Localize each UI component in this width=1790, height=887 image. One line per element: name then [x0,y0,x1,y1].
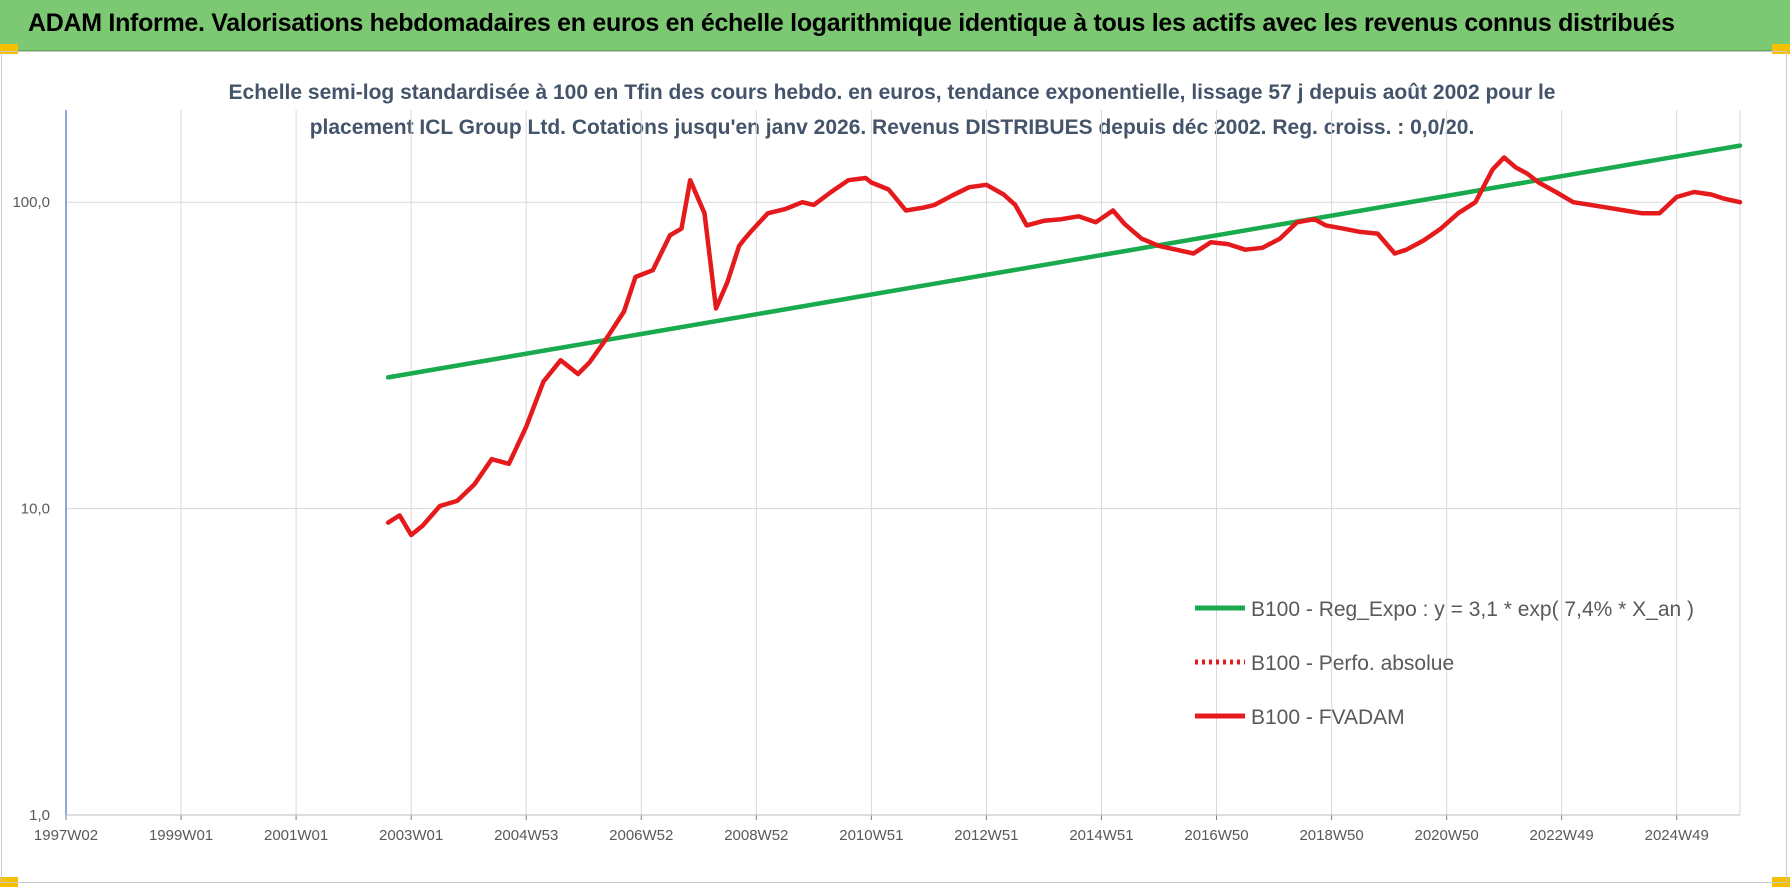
x-tick-label: 1999W01 [149,827,213,844]
corner-marker-top-right [1772,44,1790,54]
y-tick-label: 10,0 [21,501,50,518]
x-tick-label: 2010W51 [839,827,903,844]
chart-frame [1,51,1787,883]
x-tick-label: 2018W50 [1299,827,1363,844]
corner-marker-top-left [0,44,18,54]
legend-label: B100 - FVADAM [1251,706,1405,729]
x-tick-label: 2004W53 [494,827,558,844]
chart-subtitle-line-2: placement ICL Group Ltd. Cotations jusqu… [310,116,1475,139]
x-tick-label: 2006W52 [609,827,673,844]
y-tick-label: 1,0 [29,807,50,824]
x-tick-label: 2014W51 [1069,827,1133,844]
x-tick-label: 2012W51 [954,827,1018,844]
x-tick-label: 2008W52 [724,827,788,844]
chart-series [385,143,1743,538]
x-tick-label: 2020W50 [1415,827,1479,844]
chart-grid [65,110,1741,816]
legend-label: B100 - Reg_Expo : y = 3,1 * exp( 7,4% * … [1251,598,1694,621]
series-line-b100-fvadam [385,155,1743,538]
legend-label: B100 - Perfo. absolue [1251,652,1454,675]
y-tick-label: 100,0 [12,194,50,211]
chart-subtitle-line-1: Echelle semi-log standardisée à 100 en T… [229,81,1556,104]
series-line-b100-reg-expo-y-3-1-exp-7-4-x-an [385,143,1743,380]
x-tick-label: 2024W49 [1645,827,1709,844]
x-tick-label: 2022W49 [1530,827,1594,844]
chart-axes: 1997W02 1999W01 2001W01 2003W01 2004W53 2006W… [12,110,1740,844]
x-tick-label: 2001W01 [264,827,328,844]
x-tick-label: 2003W01 [379,827,443,844]
header-banner: ADAM Informe. Valorisations hebdomadaire… [0,0,1790,51]
x-tick-label: 2016W50 [1184,827,1248,844]
chart-legend: B100 - Reg_Expo : y = 3,1 * exp( 7,4% * … [1195,598,1694,729]
x-tick-label: 1997W02 [34,827,98,844]
page-title: ADAM Informe. Valorisations hebdomadaire… [28,9,1675,37]
